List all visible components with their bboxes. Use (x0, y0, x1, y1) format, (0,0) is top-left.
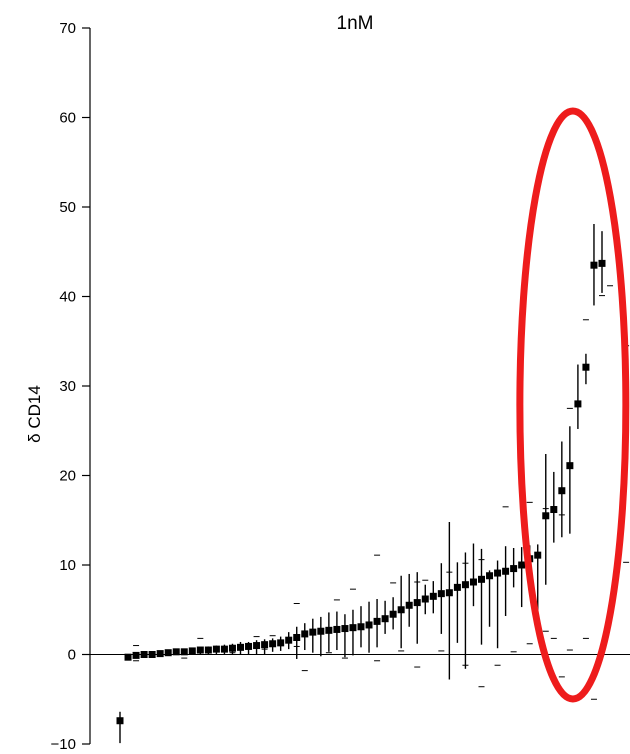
data-point (325, 626, 333, 634)
data-point (301, 630, 309, 638)
data-point (397, 606, 405, 614)
data-point (132, 651, 140, 659)
data-point (518, 561, 526, 569)
data-point (357, 623, 365, 631)
y-tick-label: 20 (59, 468, 76, 485)
y-tick-label: 70 (59, 20, 76, 37)
data-point (237, 643, 244, 651)
y-tick-label: 40 (59, 289, 76, 306)
data-point (598, 259, 606, 267)
data-point (510, 565, 518, 573)
data-point (534, 551, 542, 559)
range-markers (133, 285, 630, 700)
data-point (381, 615, 389, 623)
error-bars (119, 224, 603, 744)
data-point (341, 625, 349, 633)
data-point (437, 590, 445, 598)
data-point (389, 610, 397, 618)
data-point (156, 650, 164, 658)
data-point (413, 599, 421, 607)
highlight-annotation (516, 107, 630, 703)
data-point (309, 628, 317, 636)
y-tick-label: 60 (59, 110, 76, 127)
y-tick-label: 30 (59, 378, 76, 395)
data-point (140, 651, 148, 658)
highlight-ellipse (516, 107, 630, 703)
data-point (188, 647, 196, 655)
data-point (429, 592, 437, 600)
data-point (164, 649, 172, 657)
data-point (285, 636, 293, 644)
data-point (317, 627, 325, 635)
data-point (542, 512, 550, 520)
data-point (116, 717, 124, 725)
y-tick-label: 10 (59, 557, 76, 574)
data-point (349, 624, 357, 632)
data-point (502, 567, 510, 575)
data-point (293, 633, 301, 641)
data-point (253, 642, 261, 650)
y-axis-title: δ CD14 (25, 385, 44, 443)
data-point (421, 595, 429, 603)
data-point (124, 653, 132, 661)
data-point (566, 462, 574, 470)
y-tick-label: −10 (51, 736, 76, 753)
data-point (445, 589, 453, 597)
data-point (261, 641, 269, 649)
data-point (405, 601, 413, 609)
data-point (204, 646, 212, 654)
data-point (558, 487, 566, 495)
data-point (550, 506, 558, 514)
data-point (574, 400, 582, 408)
data-point (212, 645, 220, 653)
y-tick-label: 50 (59, 199, 76, 216)
y-tick-label: 0 (68, 647, 76, 664)
data-point (180, 648, 188, 656)
data-point (365, 621, 373, 629)
data-point (486, 572, 494, 580)
data-point (245, 642, 253, 650)
data-point (196, 646, 204, 654)
y-axis: −10 0 10 20 30 40 50 60 70 (51, 20, 630, 753)
data-point (453, 583, 461, 591)
data-point (494, 569, 502, 577)
data-point (172, 648, 180, 656)
data-point (461, 581, 469, 589)
data-point (277, 639, 285, 647)
data-point (333, 625, 341, 633)
data-points (116, 259, 606, 725)
data-point (220, 645, 228, 653)
data-point (469, 578, 477, 586)
data-point (269, 640, 277, 648)
chart-title: 1nM (337, 13, 374, 34)
data-point (148, 651, 156, 658)
data-point (228, 644, 236, 652)
data-point (582, 363, 590, 371)
data-point (590, 261, 598, 269)
data-point (373, 617, 381, 625)
data-point (478, 575, 485, 583)
